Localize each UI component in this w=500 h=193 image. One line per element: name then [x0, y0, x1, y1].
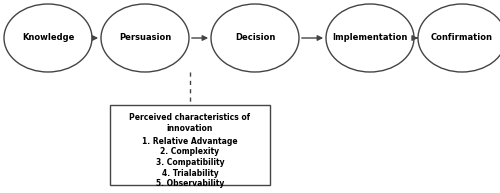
- Text: Confirmation: Confirmation: [431, 34, 493, 42]
- Text: 1. Relative Advantage: 1. Relative Advantage: [142, 137, 238, 146]
- FancyBboxPatch shape: [110, 105, 270, 185]
- Text: Persuasion: Persuasion: [119, 34, 171, 42]
- Text: 5. Observability: 5. Observability: [156, 179, 224, 188]
- Text: Decision: Decision: [235, 34, 275, 42]
- Ellipse shape: [211, 4, 299, 72]
- Ellipse shape: [101, 4, 189, 72]
- Ellipse shape: [4, 4, 92, 72]
- Text: Implementation: Implementation: [332, 34, 407, 42]
- Text: Knowledge: Knowledge: [22, 34, 74, 42]
- Text: 4. Trialability: 4. Trialability: [162, 168, 218, 178]
- Text: 3. Compatibility: 3. Compatibility: [156, 158, 224, 167]
- Ellipse shape: [418, 4, 500, 72]
- Text: 2. Complexity: 2. Complexity: [160, 147, 220, 157]
- Ellipse shape: [326, 4, 414, 72]
- Text: Perceived characteristics of
innovation: Perceived characteristics of innovation: [130, 113, 250, 133]
